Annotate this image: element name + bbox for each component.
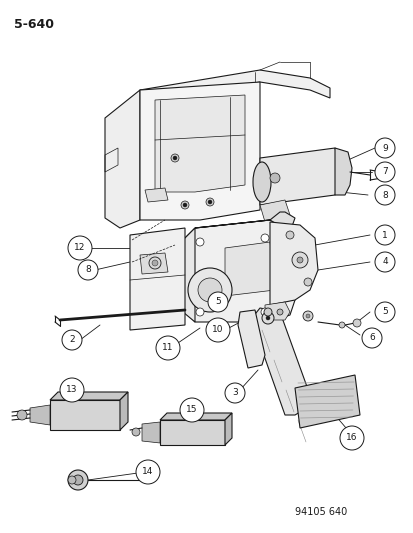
Circle shape — [207, 200, 211, 204]
Polygon shape — [159, 420, 224, 445]
Circle shape — [374, 138, 394, 158]
Polygon shape — [140, 253, 168, 274]
Polygon shape — [259, 148, 339, 205]
Text: 3: 3 — [232, 389, 237, 398]
Circle shape — [206, 318, 230, 342]
Text: 4: 4 — [381, 257, 387, 266]
Circle shape — [73, 475, 83, 485]
Polygon shape — [140, 70, 329, 100]
Circle shape — [60, 378, 84, 402]
Circle shape — [291, 252, 307, 268]
Circle shape — [136, 460, 159, 484]
Circle shape — [195, 238, 204, 246]
Polygon shape — [237, 310, 264, 368]
Circle shape — [296, 257, 302, 263]
Circle shape — [68, 236, 92, 260]
Text: 14: 14 — [142, 467, 153, 477]
Circle shape — [152, 260, 158, 266]
Text: 13: 13 — [66, 385, 78, 394]
Circle shape — [156, 336, 180, 360]
Polygon shape — [145, 188, 168, 202]
Circle shape — [269, 173, 279, 183]
Text: 94105 640: 94105 640 — [294, 507, 347, 517]
Circle shape — [260, 234, 268, 242]
Circle shape — [374, 252, 394, 272]
Text: 10: 10 — [212, 326, 223, 335]
Polygon shape — [50, 400, 120, 430]
Circle shape — [339, 426, 363, 450]
Circle shape — [261, 312, 273, 324]
Polygon shape — [264, 302, 289, 320]
Text: 16: 16 — [345, 433, 357, 442]
Text: 5-640: 5-640 — [14, 18, 54, 31]
Polygon shape — [294, 375, 359, 428]
Circle shape — [149, 257, 161, 269]
Circle shape — [78, 260, 98, 280]
Circle shape — [62, 330, 82, 350]
Circle shape — [266, 316, 269, 320]
Circle shape — [285, 231, 293, 239]
Circle shape — [183, 203, 187, 207]
Polygon shape — [259, 200, 289, 222]
Polygon shape — [154, 95, 244, 192]
Circle shape — [303, 278, 311, 286]
Text: 9: 9 — [381, 143, 387, 152]
Polygon shape — [142, 422, 159, 443]
Polygon shape — [224, 413, 231, 445]
Polygon shape — [50, 392, 128, 400]
Text: 5: 5 — [381, 308, 387, 317]
Text: 1: 1 — [381, 230, 387, 239]
Circle shape — [68, 470, 88, 490]
Circle shape — [206, 198, 214, 206]
Text: 11: 11 — [162, 343, 173, 352]
Ellipse shape — [252, 162, 271, 202]
Text: 5: 5 — [215, 297, 221, 306]
Circle shape — [180, 201, 189, 209]
Circle shape — [276, 309, 282, 315]
Circle shape — [302, 311, 312, 321]
Polygon shape — [30, 405, 50, 425]
Circle shape — [180, 398, 204, 422]
Polygon shape — [120, 392, 128, 430]
Circle shape — [374, 225, 394, 245]
Polygon shape — [252, 308, 311, 415]
Circle shape — [207, 292, 228, 312]
Circle shape — [374, 302, 394, 322]
Circle shape — [197, 278, 221, 302]
Circle shape — [173, 156, 177, 160]
Circle shape — [374, 162, 394, 182]
Circle shape — [263, 308, 271, 316]
Circle shape — [224, 383, 244, 403]
Polygon shape — [334, 148, 351, 195]
Polygon shape — [195, 212, 294, 232]
Text: 15: 15 — [186, 406, 197, 415]
Text: 8: 8 — [381, 190, 387, 199]
Text: 6: 6 — [368, 334, 374, 343]
Circle shape — [17, 410, 27, 420]
Polygon shape — [140, 82, 259, 220]
Polygon shape — [183, 220, 294, 322]
Circle shape — [260, 308, 268, 316]
Circle shape — [171, 154, 178, 162]
Circle shape — [352, 319, 360, 327]
Text: 8: 8 — [85, 265, 91, 274]
Circle shape — [188, 268, 231, 312]
Circle shape — [68, 476, 76, 484]
Circle shape — [132, 428, 140, 436]
Polygon shape — [105, 90, 140, 228]
Polygon shape — [159, 413, 231, 420]
Circle shape — [374, 185, 394, 205]
Polygon shape — [269, 222, 317, 305]
Text: 2: 2 — [69, 335, 75, 344]
Circle shape — [195, 308, 204, 316]
Text: 12: 12 — [74, 244, 85, 253]
Polygon shape — [183, 228, 195, 322]
Polygon shape — [224, 242, 274, 296]
Text: 7: 7 — [381, 167, 387, 176]
Circle shape — [361, 328, 381, 348]
Circle shape — [305, 314, 309, 318]
Circle shape — [338, 322, 344, 328]
Polygon shape — [130, 228, 185, 330]
